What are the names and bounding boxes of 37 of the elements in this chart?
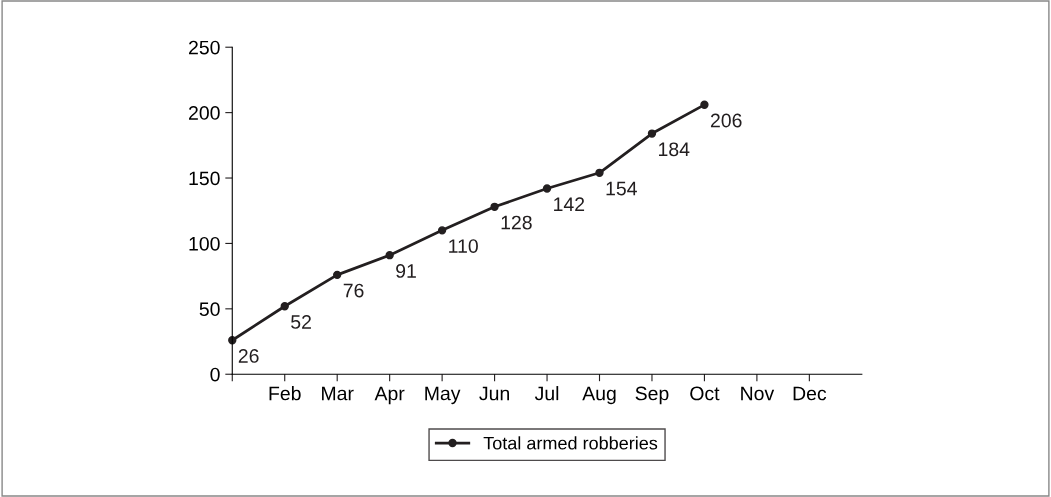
y-tick-label: 200 xyxy=(189,106,220,120)
data-label: 52 xyxy=(291,315,311,329)
point xyxy=(437,226,447,235)
x-tick-label: Aug xyxy=(582,386,616,405)
y-tick-label: 250 xyxy=(189,40,220,55)
data-label: 128 xyxy=(501,215,532,230)
point xyxy=(647,129,657,138)
data-label: 154 xyxy=(606,181,637,196)
point xyxy=(385,251,394,260)
point xyxy=(280,302,289,311)
data-label: 184 xyxy=(659,142,690,157)
data-label: 26 xyxy=(238,349,259,363)
x-tick-label: Sep xyxy=(635,386,669,405)
data-label: 142 xyxy=(554,197,585,211)
point xyxy=(595,168,604,177)
y-tick-label: 50 xyxy=(199,302,220,317)
data-label: 76 xyxy=(343,283,364,298)
x-tick-label: Oct xyxy=(690,386,720,401)
data-label: 91 xyxy=(396,264,416,278)
point xyxy=(490,202,499,211)
y-tick-label: 100 xyxy=(189,236,220,251)
y-tick-label: 0 xyxy=(210,367,220,382)
x-tick-label: Nov xyxy=(741,386,775,401)
x-tick-label: Feb xyxy=(269,386,301,401)
x-tick-label: Jun xyxy=(479,386,509,401)
y-tick-label: 150 xyxy=(189,171,220,186)
legend-label: Total armed robberies xyxy=(483,436,658,450)
x-tick-label: Mar xyxy=(322,386,354,401)
data-label: 206 xyxy=(710,113,742,128)
point xyxy=(542,184,552,193)
x-tick-label: Dec xyxy=(793,386,827,401)
x-tick-label: Apr xyxy=(374,386,405,405)
x-tick-label: Jul xyxy=(534,386,559,401)
x-tick-label: May xyxy=(425,386,461,405)
point xyxy=(333,270,342,279)
point xyxy=(700,100,709,109)
data-label: 110 xyxy=(449,239,478,253)
